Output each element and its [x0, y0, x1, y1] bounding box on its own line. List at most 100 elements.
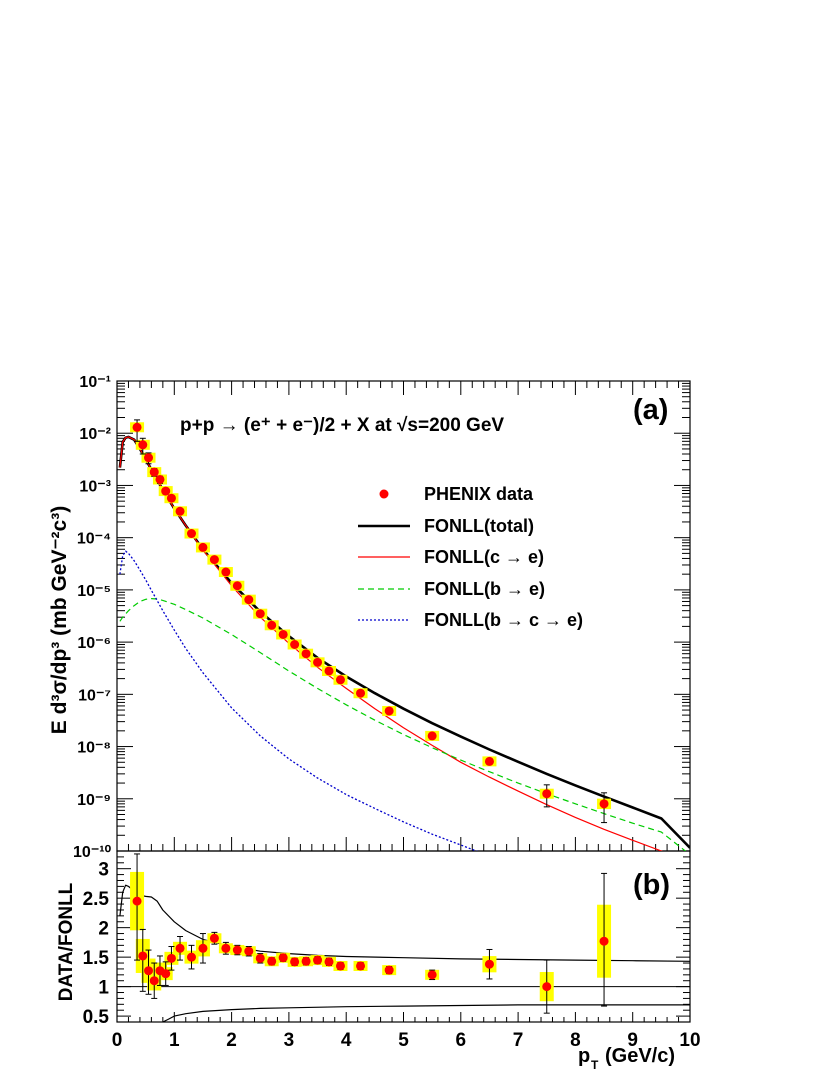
y-tick-label-b: 1.5 [83, 948, 110, 969]
ratio-data-point [186, 952, 196, 962]
ratio-data-point [232, 945, 242, 955]
x-tick-label: 3 [284, 1030, 295, 1051]
y-tick-label-a: 10⁻⁸ [77, 740, 111, 757]
ratio-data-point [209, 933, 219, 943]
y-tick-label-a: 10⁻¹ [79, 374, 111, 391]
phenix-data-point [155, 474, 165, 484]
panel-label-b: (b) [633, 869, 670, 901]
legend-label-3: FONLL(b → e) [424, 579, 545, 599]
y-tick-label-a: 10⁻⁴ [77, 531, 111, 548]
phenix-data-point [221, 567, 231, 577]
curve-fonll-total [118, 435, 690, 849]
phenix-data-point [301, 649, 311, 659]
x-tick-label: 0 [112, 1030, 123, 1051]
curve-fonll-c-e [119, 436, 663, 851]
y-tick-label-b: 2 [98, 919, 109, 940]
phenix-data-point [255, 609, 265, 619]
ratio-data-point [132, 896, 142, 906]
y-tick-label-b: 1 [98, 978, 109, 999]
phenix-data-point [324, 666, 334, 676]
ratio-data-point [313, 955, 323, 965]
y-tick-label-b: 0.5 [83, 1007, 110, 1028]
phenix-data-point [313, 657, 323, 667]
ratio-data-point [384, 965, 394, 975]
x-tick-label: 4 [341, 1030, 352, 1051]
phenix-data-point [267, 620, 277, 630]
title-a: p+p → (e⁺ + e⁻)/2 + X at √s=200 GeV [180, 415, 504, 436]
ratio-data-point [599, 936, 609, 946]
ratio-data-point [427, 970, 437, 980]
phenix-data-point [290, 640, 300, 650]
ratio-data-point [221, 943, 231, 953]
xlabel-p: p [578, 1045, 590, 1067]
phenix-data-point [427, 731, 437, 741]
legend-label-1: FONLL(total) [424, 516, 534, 536]
ratio-data-point [335, 961, 345, 971]
y-tick-label-b: 2.5 [83, 889, 110, 910]
phenix-data-point [209, 555, 219, 565]
ratio-data-point [166, 953, 176, 963]
phenix-data-point [244, 595, 254, 605]
ylabel-a: E d³σ/dp³ (mb GeV⁻²c³) [48, 506, 71, 734]
phenix-data-point [198, 542, 208, 552]
x-tick-label: 9 [627, 1030, 638, 1051]
x-tick-label: 1 [169, 1030, 180, 1051]
ratio-data-point [278, 953, 288, 963]
legend-label-4: FONLL(b → c → e) [424, 610, 583, 630]
phenix-data-point [278, 629, 288, 639]
ratio-data-point [255, 953, 265, 963]
phenix-data-point [356, 688, 366, 698]
panel-label-a: (a) [633, 394, 668, 426]
x-tick-label: 2 [226, 1030, 237, 1051]
ratio-data-point [198, 943, 208, 953]
phenix-data-point [138, 440, 148, 450]
ratio-data-point [484, 959, 494, 969]
x-tick-label: 8 [570, 1030, 581, 1051]
x-tick-label: 10 [679, 1030, 700, 1051]
legend-label-2: FONLL(c → e) [424, 547, 544, 567]
phenix-data-point [166, 493, 176, 503]
phenix-data-point [132, 422, 142, 432]
legend-label-0: PHENIX data [424, 484, 534, 504]
ratio-data-point [356, 961, 366, 971]
phenix-data-point [175, 506, 185, 516]
ratio-data-point [175, 943, 185, 953]
y-tick-label-a: 10⁻⁵ [77, 583, 111, 600]
phenix-data-point [161, 486, 171, 496]
y-tick-label-b: 3 [98, 860, 109, 881]
ratio-data-point [138, 951, 148, 961]
y-tick-label-a: 10⁻³ [79, 478, 111, 495]
phenix-data-point [599, 799, 609, 809]
curve-fonll-b-c-e [119, 550, 479, 851]
phenix-data-point [384, 706, 394, 716]
ratio-data-point [301, 956, 311, 966]
ratio-data-point [144, 966, 154, 976]
ratio-data-point [161, 969, 171, 979]
ratio-data-point [244, 946, 254, 956]
phenix-data-point [484, 756, 494, 766]
ratio-lower-band [162, 1004, 690, 1022]
y-tick-label-a: 10⁻¹⁰ [73, 844, 112, 861]
phenix-data-point [335, 675, 345, 685]
x-tick-label: 7 [513, 1030, 524, 1051]
ratio-data-point [267, 956, 277, 966]
ylabel-b: DATA/FONLL [56, 882, 77, 1001]
phenix-data-point [186, 529, 196, 539]
xlabel-unit: (GeV/c) [605, 1045, 675, 1067]
x-tick-label: 5 [398, 1030, 409, 1051]
phenix-data-point [232, 581, 242, 591]
y-tick-label-a: 10⁻⁷ [78, 687, 111, 704]
ratio-data-point [542, 982, 552, 992]
phenix-data-point [144, 453, 154, 463]
xlabel-sub: T [591, 1058, 599, 1072]
y-tick-label-a: 10⁻⁹ [77, 792, 111, 809]
ratio-data-point [149, 976, 159, 986]
x-tick-label: 6 [456, 1030, 467, 1051]
ratio-data-point [324, 957, 334, 967]
y-tick-label-a: 10⁻⁶ [77, 635, 111, 652]
plot-frame-a [116, 380, 691, 852]
curve-fonll-b-e [119, 597, 687, 851]
legend-marker-phenix [379, 489, 389, 499]
ratio-data-point [290, 957, 300, 967]
